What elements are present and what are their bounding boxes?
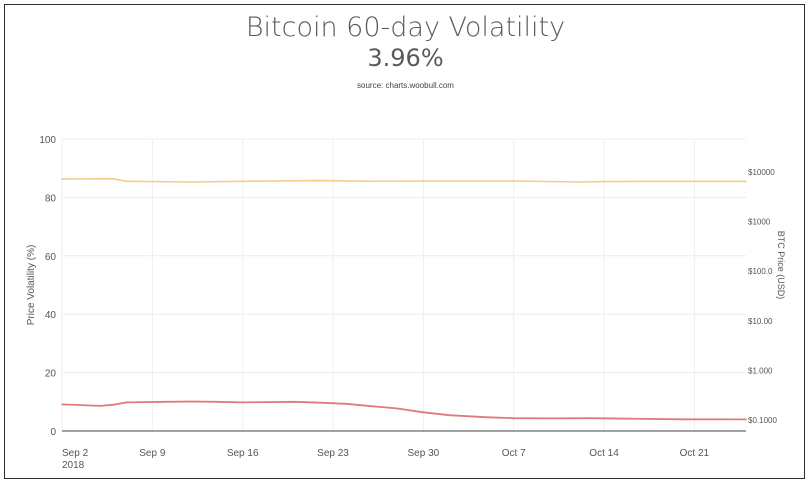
volatility-point xyxy=(190,400,192,403)
volatility-point xyxy=(61,403,63,406)
btc-price-point xyxy=(319,179,321,182)
volatility-point xyxy=(125,401,128,404)
volatility-point xyxy=(319,401,321,404)
volatility-point xyxy=(99,405,102,407)
y-tick-label: 0 xyxy=(50,427,56,438)
y-tick-label: 60 xyxy=(45,252,57,263)
x-tick-label: Sep 9 xyxy=(139,448,166,459)
btc-price-point xyxy=(654,180,657,183)
btc-price-point xyxy=(370,180,373,183)
x-tick-label: Sep 30 xyxy=(408,448,440,459)
chart-frame xyxy=(4,4,805,479)
volatility-point xyxy=(216,401,218,403)
y2-tick-label: $0.1000 xyxy=(748,416,777,425)
volatility-point xyxy=(680,418,683,421)
btc-price-point xyxy=(241,180,244,183)
btc-price-point xyxy=(125,180,128,183)
x-tick-label: Sep 2 xyxy=(62,448,89,459)
x-tick-label: Oct 14 xyxy=(589,448,619,459)
volatility-point xyxy=(267,401,270,403)
y2-tick-label: $10000 xyxy=(748,168,775,177)
volatility-point xyxy=(422,411,425,414)
btc-price-line xyxy=(61,178,746,183)
y-tick-label: 100 xyxy=(39,135,56,146)
x-tick-label: Sep 16 xyxy=(227,448,259,459)
btc-price-point xyxy=(603,180,605,183)
volatility-point xyxy=(112,403,115,406)
volatility-point xyxy=(487,416,489,419)
volatility-point xyxy=(396,407,399,410)
volatility-point xyxy=(745,418,747,421)
btc-price-point xyxy=(435,180,438,182)
x-tick-label: Oct 21 xyxy=(680,448,710,459)
y-tick-label: 40 xyxy=(45,310,57,321)
btc-price-point xyxy=(512,180,515,182)
volatility-point xyxy=(164,401,166,403)
btc-price-point xyxy=(745,180,747,183)
y-axis-title: Price Volatility (%) xyxy=(26,245,37,326)
x-year-label: 2018 xyxy=(62,460,85,471)
volatility-point xyxy=(448,414,451,417)
btc-price-point xyxy=(190,181,192,183)
y2-axis-title: BTC Price (USD) xyxy=(776,231,786,300)
volatility-point xyxy=(293,401,296,403)
chart-title: Bitcoin 60-day Volatility xyxy=(245,12,566,43)
y-tick-label: 80 xyxy=(45,193,57,204)
chart-source: source: charts.woobull.com xyxy=(357,81,454,90)
volatility-point xyxy=(590,417,592,420)
volatility-point xyxy=(345,403,347,405)
volatility-point xyxy=(551,417,554,420)
y2-tick-label: $1.000 xyxy=(748,366,773,375)
y2-tick-label: $100.0 xyxy=(748,267,773,276)
y-tick-label: 20 xyxy=(45,369,57,380)
volatility-point xyxy=(370,405,373,408)
volatility-point xyxy=(241,401,244,404)
y2-tick-label: $10.00 xyxy=(748,317,773,326)
chart-subtitle: 3.96% xyxy=(367,44,444,72)
x-tick-label: Oct 7 xyxy=(502,448,526,459)
volatility-point xyxy=(629,417,631,420)
x-tick-label: Sep 23 xyxy=(317,448,349,459)
volatility-point xyxy=(512,417,515,420)
btc-price-point xyxy=(112,178,115,180)
volatility-line xyxy=(61,400,747,421)
y2-tick-label: $1000 xyxy=(748,218,771,227)
btc-price-point xyxy=(61,178,63,180)
btc-price-point xyxy=(577,181,579,183)
